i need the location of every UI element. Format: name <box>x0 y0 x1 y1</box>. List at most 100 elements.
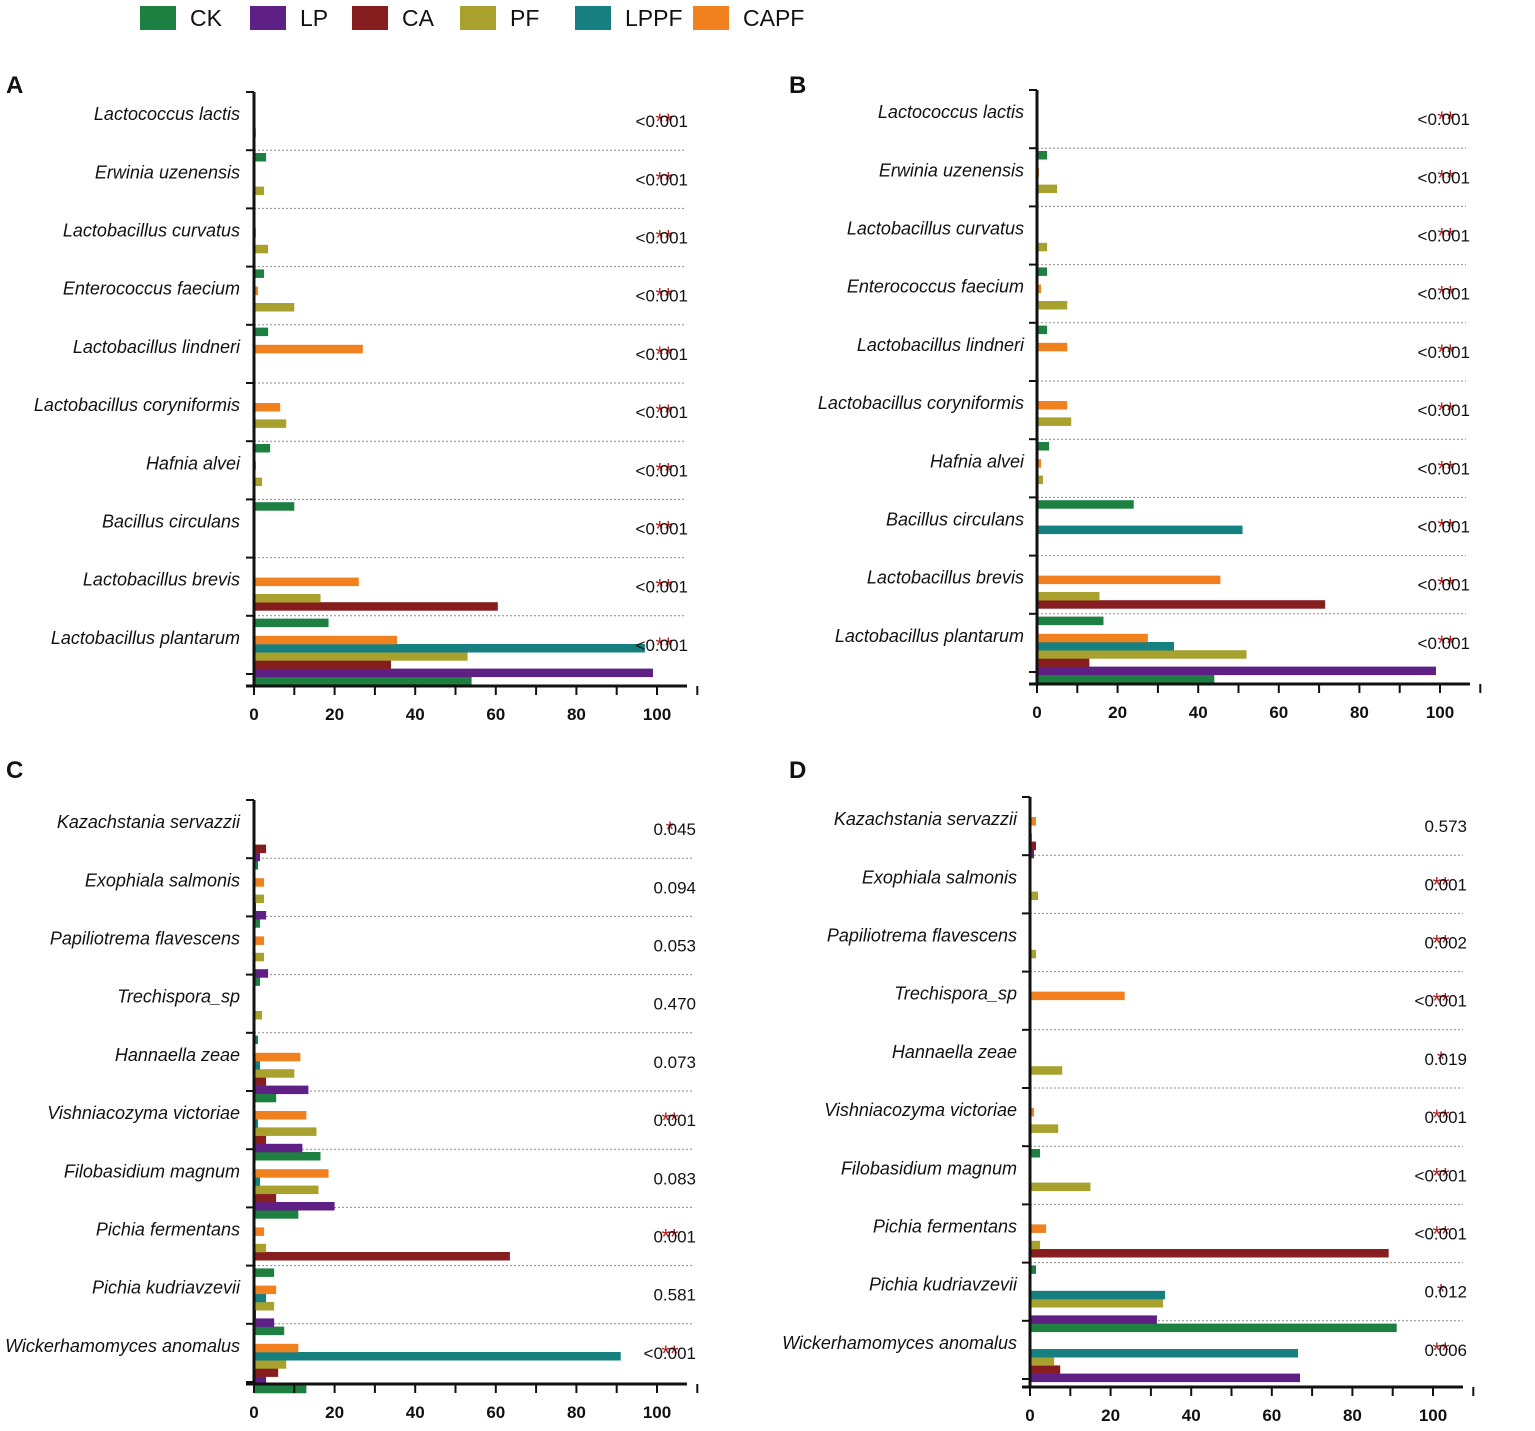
x-tick-label: 0 <box>249 705 258 724</box>
x-tick-label: 60 <box>486 705 505 724</box>
bar-ck-hannaella-zeae <box>254 1093 277 1103</box>
p-value: <0.001 <box>644 1344 696 1363</box>
bar-pf-vishniacozyma-victoriae <box>1030 1124 1059 1133</box>
bar-pf-pichia-fermentans <box>254 1243 267 1253</box>
bar-pf-enterococcus-faecium <box>1037 301 1068 310</box>
significance-stars: ** <box>1437 107 1455 132</box>
bar-ca-pichia-fermentans <box>1030 1249 1389 1258</box>
bar-ck-pichia-kudriavzevii <box>1030 1323 1397 1333</box>
significance-stars: ** <box>1432 1338 1450 1363</box>
bar-capf-pichia-fermentans <box>1030 1224 1047 1233</box>
bar-ck-lactococcus-lactis <box>1037 151 1048 160</box>
significance-stars: ** <box>655 400 673 425</box>
bar-capf-lactobacillus-brevis <box>1037 575 1221 585</box>
bar-pf-papiliotrema-flavescens <box>254 952 265 962</box>
significance-stars: ** <box>1432 1222 1450 1247</box>
category-label-papiliotrema-flavescens: Papiliotrema flavescens <box>50 929 240 949</box>
category-label-pichia-fermentans: Pichia fermentans <box>96 1220 240 1240</box>
bar-pf-lactobacillus-brevis <box>1037 592 1100 601</box>
category-label-hannaella-zeae: Hannaella zeae <box>892 1042 1017 1062</box>
bar-lppf-hannaella-zeae <box>254 1061 261 1070</box>
bar-pf-lactobacillus-plantarum <box>254 652 468 661</box>
significance-stars: ** <box>1432 931 1450 956</box>
significance-stars: ** <box>1437 573 1455 598</box>
bar-lp-vishniacozyma-victoriae <box>254 1143 303 1153</box>
bar-lppf-wickerhamomyces-anomalus <box>1030 1349 1298 1358</box>
significance-stars: ** <box>661 1108 679 1133</box>
bar-pf-lactobacillus-curvatus <box>254 244 269 254</box>
bar-pf-enterococcus-faecium <box>254 303 295 312</box>
category-label-lactobacillus-lindneri: Lactobacillus lindneri <box>73 337 241 357</box>
bar-lp-papiliotrema-flavescens <box>254 969 269 978</box>
category-label-papiliotrema-flavescens: Papiliotrema flavescens <box>827 926 1017 946</box>
bar-ck-exophiala-salmonis <box>254 919 261 928</box>
bar-capf-trechispora-sp <box>1030 991 1125 1001</box>
category-label-vishniacozyma-victoriae: Vishniacozyma victoriae <box>47 1103 240 1123</box>
p-value: 0.001 <box>1424 1108 1467 1127</box>
x-tick-label: 60 <box>1269 703 1288 722</box>
bar-lp-exophiala-salmonis <box>254 911 267 920</box>
bar-lp-filobasidium-magnum <box>254 1202 335 1211</box>
legend-label-lp: LP <box>300 5 328 31</box>
p-value: <0.001 <box>636 229 688 248</box>
x-tick-label: 20 <box>325 1403 344 1422</box>
p-value: <0.001 <box>636 578 688 597</box>
p-value: 0.083 <box>653 1169 696 1188</box>
bar-ca-lactobacillus-plantarum <box>254 660 392 669</box>
bar-pf-lactobacillus-curvatus <box>1037 242 1048 252</box>
panel-label-b: B <box>789 72 806 99</box>
legend-label-ca: CA <box>402 5 435 31</box>
p-value: 0.001 <box>653 1111 696 1130</box>
x-tick-label: 0 <box>249 1403 258 1422</box>
category-label-pichia-kudriavzevii: Pichia kudriavzevii <box>869 1275 1018 1295</box>
bar-ck-hafnia-alvei <box>254 502 295 511</box>
bar-capf-enterococcus-faecium <box>1037 284 1042 294</box>
x-tick-label: 20 <box>1101 1406 1120 1425</box>
p-value: <0.001 <box>1415 992 1467 1011</box>
significance-stars: ** <box>1437 165 1455 190</box>
panel-c: C 0 20 40 60 80 100 Kazachstania servazzii *0.04… <box>5 757 699 1422</box>
bar-pf-filobasidium-magnum <box>254 1185 319 1195</box>
bar-lp-lactobacillus-plantarum <box>254 668 653 678</box>
bar-lp-pichia-kudriavzevii <box>254 1318 275 1327</box>
bar-ck-lactococcus-lactis <box>254 153 267 162</box>
bar-ck-pichia-kudriavzevii <box>254 1326 285 1336</box>
bar-ca-hannaella-zeae <box>254 1077 267 1086</box>
p-value: <0.001 <box>1418 110 1470 129</box>
bar-lppf-bacillus-circulans <box>1037 525 1243 535</box>
category-label-hafnia-alvei: Hafnia alvei <box>146 453 241 473</box>
p-value: <0.001 <box>1418 401 1470 420</box>
bar-ck-kazachstania-servazzii <box>254 861 259 870</box>
legend-label-ck: CK <box>190 5 223 31</box>
x-tick-label: 0 <box>1032 703 1041 722</box>
legend-swatch-ca <box>352 6 388 30</box>
bar-ca-wickerhamomyces-anomalus <box>254 1368 279 1377</box>
legend-label-lppf: LPPF <box>625 5 683 31</box>
x-tick-label: 80 <box>567 705 586 724</box>
p-value: 0.573 <box>1424 817 1467 836</box>
p-value: 0.001 <box>1424 875 1467 894</box>
category-label-enterococcus-faecium: Enterococcus faecium <box>847 277 1024 297</box>
category-label-vishniacozyma-victoriae: Vishniacozyma victoriae <box>824 1100 1017 1120</box>
bar-ck-lactobacillus-coryniformis <box>1037 442 1050 451</box>
bar-ck-pichia-fermentans <box>254 1268 275 1277</box>
p-value: <0.001 <box>636 520 688 539</box>
bar-lp-kazachstania-servazzii <box>1030 849 1035 859</box>
bar-ck-filobasidium-magnum <box>254 1210 299 1219</box>
legend-label-pf: PF <box>510 5 539 31</box>
bar-ck-lactobacillus-curvatus <box>1037 267 1048 276</box>
bar-pf-trechispora-sp <box>254 1011 263 1020</box>
x-tick-label: 80 <box>567 1403 586 1422</box>
x-tick-label: 100 <box>643 1403 671 1422</box>
significance-stars: ** <box>655 575 673 600</box>
bar-capf-vishniacozyma-victoriae <box>1030 1108 1035 1117</box>
bar-pf-vishniacozyma-victoriae <box>254 1127 317 1136</box>
bar-pf-hafnia-alvei <box>254 477 263 487</box>
category-label-lactobacillus-plantarum: Lactobacillus plantarum <box>835 626 1024 646</box>
bar-lp-pichia-kudriavzevii <box>1030 1315 1157 1324</box>
category-label-pichia-fermentans: Pichia fermentans <box>873 1217 1017 1237</box>
bar-pf-pichia-kudriavzevii <box>1030 1299 1163 1308</box>
bar-ck-enterococcus-faecium <box>254 327 269 337</box>
